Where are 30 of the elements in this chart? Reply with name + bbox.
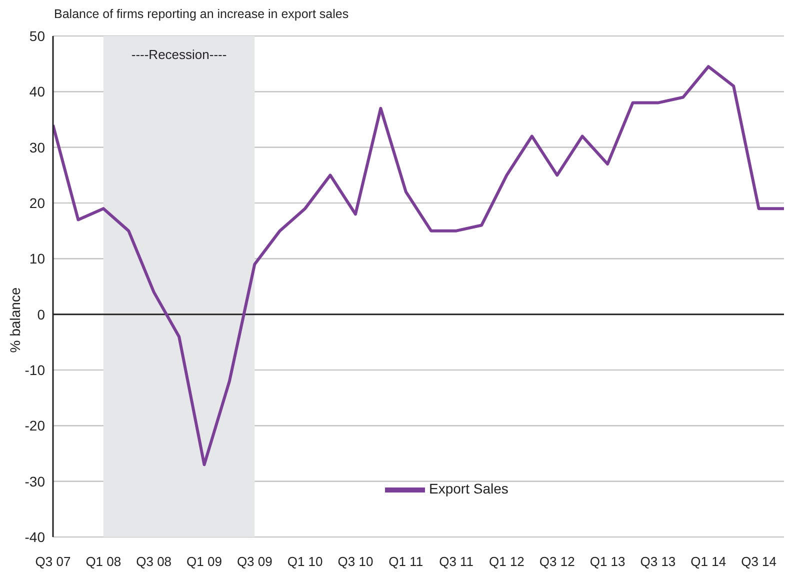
y-tick-label: -30 [24, 473, 46, 490]
legend-label: Export Sales [429, 480, 508, 497]
x-tick-label: Q1 12 [489, 554, 524, 570]
band-label: ----Recession---- [131, 47, 227, 62]
y-tick-label: 30 [29, 139, 46, 156]
x-tick-label: Q3 11 [439, 554, 474, 570]
chart-title: Balance of firms reporting an increase in export sales [54, 7, 349, 21]
x-tick-label: Q3 13 [640, 554, 676, 570]
x-tick-label: Q3 09 [236, 554, 272, 570]
x-tick-label: Q1 10 [287, 554, 323, 570]
x-tick-label: Q1 14 [690, 554, 726, 570]
x-tick-label: Q3 08 [136, 554, 172, 570]
x-tick-label: Q3 10 [338, 554, 374, 570]
y-tick-label: 20 [29, 194, 46, 211]
y-tick-label: 40 [29, 84, 46, 100]
y-tick-label: -20 [24, 418, 46, 434]
y-tick-label: 50 [29, 28, 46, 44]
x-tick-label: Q1 09 [186, 554, 222, 570]
y-tick-label: 10 [29, 250, 46, 267]
y-axis-title: % balance [7, 287, 23, 353]
x-tick-label: Q3 14 [741, 554, 777, 570]
x-tick-label: Q1 13 [590, 554, 626, 570]
line-series [53, 65, 784, 466]
x-tick-label: Q1 08 [86, 554, 122, 570]
y-tick-label: 0 [37, 306, 46, 322]
y-tick-label: -10 [24, 362, 46, 378]
x-tick-label: Q3 12 [539, 554, 575, 570]
x-tick-label: Q3 07 [35, 554, 71, 570]
x-tick-label: Q1 11 [388, 554, 424, 570]
y-tick-label: -40 [24, 528, 46, 545]
